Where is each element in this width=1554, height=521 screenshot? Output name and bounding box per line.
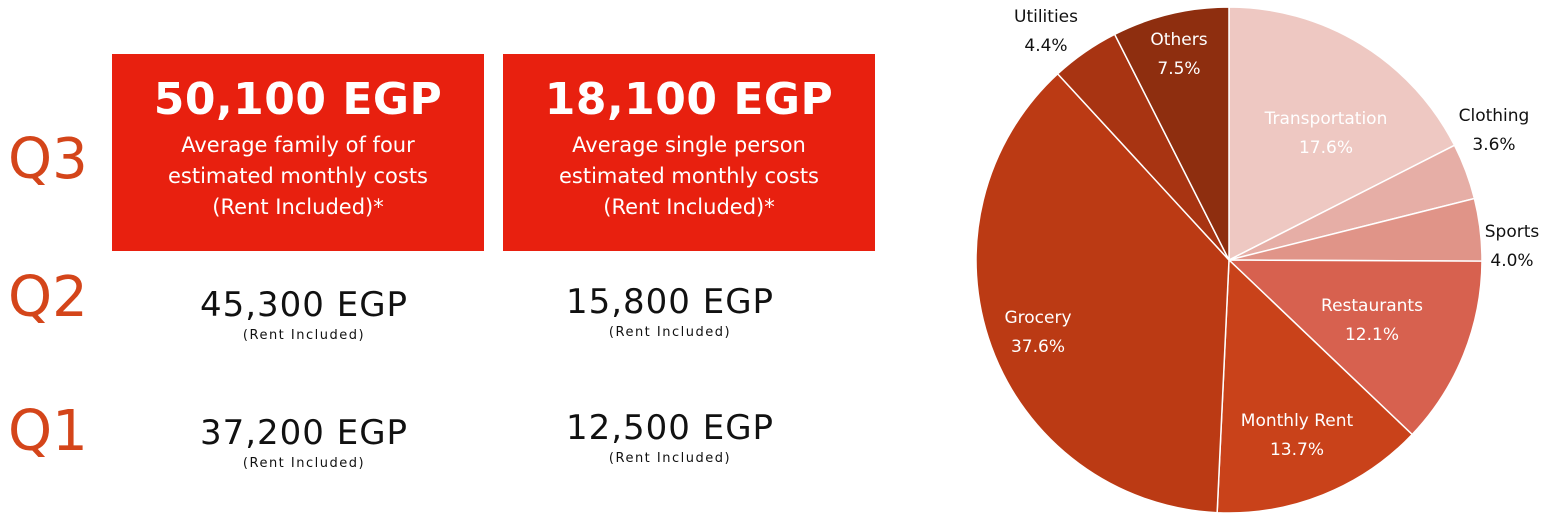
pie-slice-restaurants: [1227, 259, 1483, 436]
q3-label: Q3: [8, 127, 88, 192]
q3-single-desc-1: Average single person: [572, 133, 806, 157]
pie-label-value: 13.7%: [1270, 440, 1324, 460]
pie-label-value: 17.6%: [1299, 138, 1353, 158]
pie-slice-monthly-rent: [1216, 258, 1414, 514]
q1-single-note: (Rent Included): [608, 451, 732, 466]
pie-label-name: Utilities: [1014, 7, 1078, 27]
pie-slice-grocery: [975, 72, 1230, 514]
q3-family-box: 50,100 EGP Average family of four estima…: [112, 54, 484, 251]
pie-label-name: Sports: [1485, 222, 1540, 242]
q3-single-amount: 18,100 EGP: [544, 74, 834, 125]
q1-single-amount: 12,500 EGP: [565, 408, 775, 448]
pie-slice-others: [1113, 6, 1230, 261]
pie-label-name: Grocery: [1004, 308, 1071, 328]
q3-family-desc-2: estimated monthly costs: [167, 164, 429, 188]
q3-single-box: 18,100 EGP Average single person estimat…: [503, 54, 875, 251]
q3-family-desc-3: (Rent Included)*: [212, 195, 384, 219]
q2-family-amount: 45,300 EGP: [199, 285, 409, 325]
q3-family-desc-1: Average family of four: [181, 133, 415, 157]
q1-label: Q1: [8, 399, 88, 464]
pie-label-name: Transportation: [1264, 109, 1388, 129]
q3-family-amount: 50,100 EGP: [153, 74, 443, 125]
pie-label-name: Clothing: [1459, 106, 1530, 126]
pie-label-value: 3.6%: [1472, 135, 1515, 155]
q2-family-note: (Rent Included): [242, 328, 366, 343]
pie-label-name: Monthly Rent: [1241, 411, 1354, 431]
pie-label-value: 4.4%: [1024, 36, 1067, 56]
pie-label-value: 12.1%: [1345, 325, 1399, 345]
q2-single-amount: 15,800 EGP: [565, 282, 775, 322]
q1-family-value: 37,200 EGP (Rent Included): [118, 413, 490, 473]
q2-single-note: (Rent Included): [608, 325, 732, 340]
q3-single-desc-3: (Rent Included)*: [603, 195, 775, 219]
q2-single-value: 15,800 EGP (Rent Included): [484, 282, 856, 342]
q3-single-desc-2: estimated monthly costs: [558, 164, 820, 188]
pie-label-name: Restaurants: [1321, 296, 1423, 316]
pie-label-value: 7.5%: [1157, 59, 1200, 79]
q1-family-amount: 37,200 EGP: [199, 413, 409, 453]
pie-slice-transportation: [1228, 6, 1456, 262]
q1-family-note: (Rent Included): [242, 456, 366, 471]
q2-family-value: 45,300 EGP (Rent Included): [118, 285, 490, 345]
q1-single-value: 12,500 EGP (Rent Included): [484, 408, 856, 468]
pie-label-value: 37.6%: [1011, 337, 1065, 357]
q2-label: Q2: [8, 265, 88, 330]
pie-label-value: 4.0%: [1490, 251, 1533, 271]
pie-label-name: Others: [1150, 30, 1207, 50]
